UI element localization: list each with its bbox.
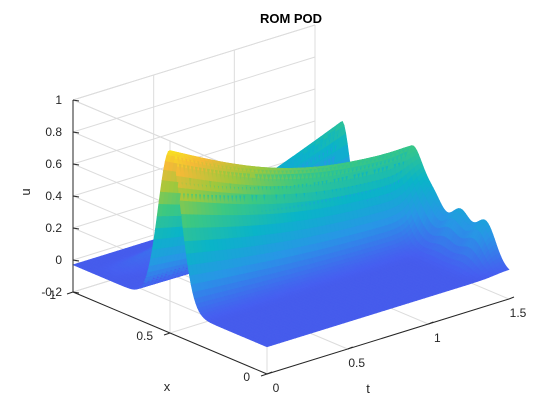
grid-line: [72, 24, 316, 101]
grid-line: [72, 88, 316, 165]
surface-layer: [72, 121, 510, 348]
grid-line: [72, 56, 316, 133]
